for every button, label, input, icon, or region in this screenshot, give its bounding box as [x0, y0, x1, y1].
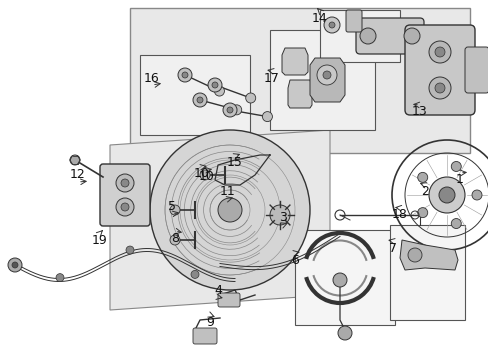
- Bar: [130, 8, 469, 153]
- Circle shape: [328, 22, 334, 28]
- Circle shape: [417, 172, 427, 183]
- Circle shape: [56, 274, 64, 282]
- Circle shape: [126, 246, 134, 254]
- Text: 16: 16: [144, 72, 160, 85]
- Circle shape: [207, 78, 222, 92]
- Polygon shape: [287, 80, 311, 108]
- Circle shape: [359, 28, 375, 44]
- Circle shape: [434, 47, 444, 57]
- Circle shape: [323, 71, 330, 79]
- Polygon shape: [282, 48, 307, 75]
- Circle shape: [324, 17, 339, 33]
- FancyBboxPatch shape: [346, 10, 361, 32]
- Circle shape: [450, 162, 460, 171]
- Text: 17: 17: [264, 72, 279, 85]
- Text: 9: 9: [205, 315, 214, 328]
- Circle shape: [121, 203, 129, 211]
- Text: 13: 13: [411, 105, 427, 118]
- Text: 8: 8: [171, 231, 179, 244]
- Circle shape: [218, 198, 242, 222]
- Circle shape: [337, 326, 351, 340]
- FancyBboxPatch shape: [355, 18, 423, 54]
- Polygon shape: [110, 130, 329, 310]
- Circle shape: [197, 97, 203, 103]
- Circle shape: [450, 219, 460, 229]
- Circle shape: [407, 248, 421, 262]
- Polygon shape: [309, 58, 345, 102]
- Text: 3: 3: [279, 211, 286, 225]
- Circle shape: [121, 179, 129, 187]
- Text: 2: 2: [420, 185, 428, 198]
- Circle shape: [214, 86, 224, 96]
- Text: 4: 4: [214, 284, 222, 297]
- Circle shape: [116, 174, 134, 192]
- Circle shape: [262, 112, 272, 122]
- Circle shape: [428, 41, 450, 63]
- Circle shape: [191, 270, 199, 278]
- Circle shape: [316, 65, 336, 85]
- Circle shape: [438, 187, 454, 203]
- Text: 10: 10: [194, 167, 209, 180]
- Text: 19: 19: [92, 234, 108, 247]
- Circle shape: [182, 72, 187, 78]
- Circle shape: [428, 77, 450, 99]
- FancyBboxPatch shape: [404, 25, 474, 115]
- Bar: [269, 30, 374, 130]
- Bar: [140, 55, 249, 135]
- FancyBboxPatch shape: [218, 293, 240, 307]
- FancyBboxPatch shape: [193, 328, 217, 344]
- Circle shape: [226, 107, 232, 113]
- Circle shape: [178, 68, 192, 82]
- Circle shape: [269, 205, 289, 225]
- Circle shape: [8, 258, 22, 272]
- Circle shape: [170, 205, 180, 215]
- Circle shape: [116, 198, 134, 216]
- Text: 15: 15: [226, 157, 243, 170]
- Circle shape: [245, 93, 255, 103]
- Text: 5: 5: [168, 201, 176, 213]
- Circle shape: [150, 130, 309, 290]
- Text: 14: 14: [311, 12, 327, 24]
- Circle shape: [332, 273, 346, 287]
- FancyBboxPatch shape: [100, 164, 150, 226]
- Circle shape: [200, 170, 209, 180]
- Circle shape: [12, 262, 18, 268]
- Bar: [389, 225, 464, 320]
- Circle shape: [471, 190, 481, 200]
- Circle shape: [434, 83, 444, 93]
- Circle shape: [231, 105, 241, 115]
- Polygon shape: [399, 240, 457, 270]
- Circle shape: [417, 208, 427, 218]
- Text: 11: 11: [220, 185, 235, 198]
- Text: 6: 6: [290, 253, 298, 266]
- Circle shape: [223, 103, 237, 117]
- Circle shape: [212, 82, 218, 88]
- Text: 12: 12: [70, 168, 86, 181]
- FancyBboxPatch shape: [464, 47, 488, 93]
- Bar: [319, 10, 399, 62]
- Bar: [294, 230, 394, 325]
- Circle shape: [428, 177, 464, 213]
- Circle shape: [170, 235, 180, 245]
- Text: 7: 7: [388, 242, 396, 255]
- Circle shape: [403, 28, 419, 44]
- Text: 10: 10: [199, 171, 215, 184]
- Circle shape: [193, 93, 206, 107]
- Text: 1: 1: [455, 174, 463, 186]
- Circle shape: [70, 155, 80, 165]
- Text: 18: 18: [391, 208, 407, 221]
